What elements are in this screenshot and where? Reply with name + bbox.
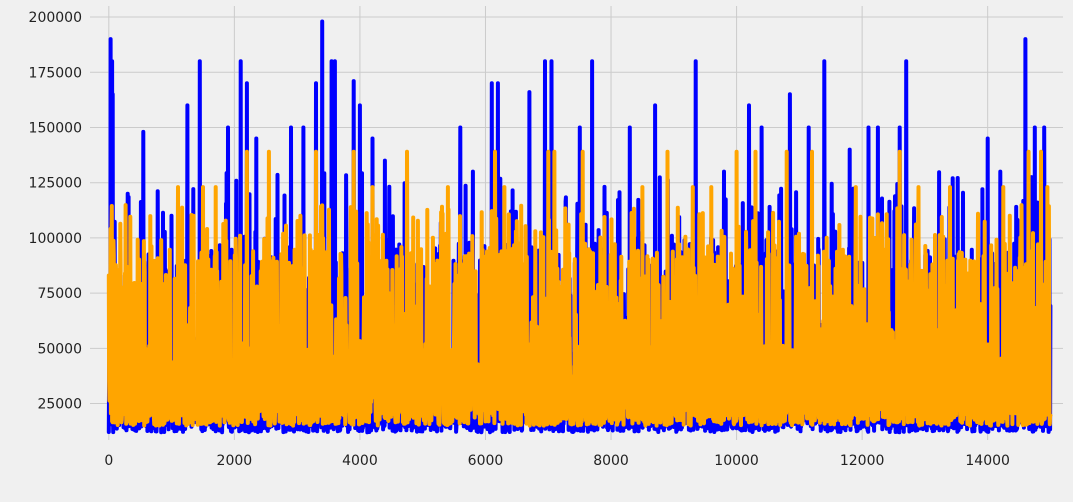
y-tick-label: 75000 — [37, 286, 82, 302]
x-tick-label: 6000 — [468, 453, 504, 469]
y-axis-ticks: 25000 50000 75000 100000 125000 150000 175000 2… — [29, 10, 82, 413]
y-tick-label: 25000 — [37, 397, 82, 413]
y-tick-label: 125000 — [29, 176, 82, 192]
x-tick-label: 14000 — [965, 453, 1010, 469]
y-tick-label: 175000 — [29, 65, 82, 81]
series-layer — [106, 19, 1053, 435]
series-line-orange — [106, 149, 1053, 428]
x-tick-label: 10000 — [714, 453, 759, 469]
y-tick-label: 200000 — [29, 10, 82, 26]
x-tick-label: 8000 — [593, 453, 629, 469]
x-tick-label: 2000 — [217, 453, 253, 469]
x-axis-ticks: 0 2000 4000 6000 8000 10000 12000 14000 — [104, 453, 1010, 469]
y-tick-label: 50000 — [37, 341, 82, 357]
y-tick-label: 150000 — [29, 120, 82, 136]
x-tick-label: 4000 — [342, 453, 378, 469]
x-tick-label: 0 — [104, 453, 113, 469]
x-tick-label: 12000 — [840, 453, 885, 469]
y-tick-label: 100000 — [29, 231, 82, 247]
